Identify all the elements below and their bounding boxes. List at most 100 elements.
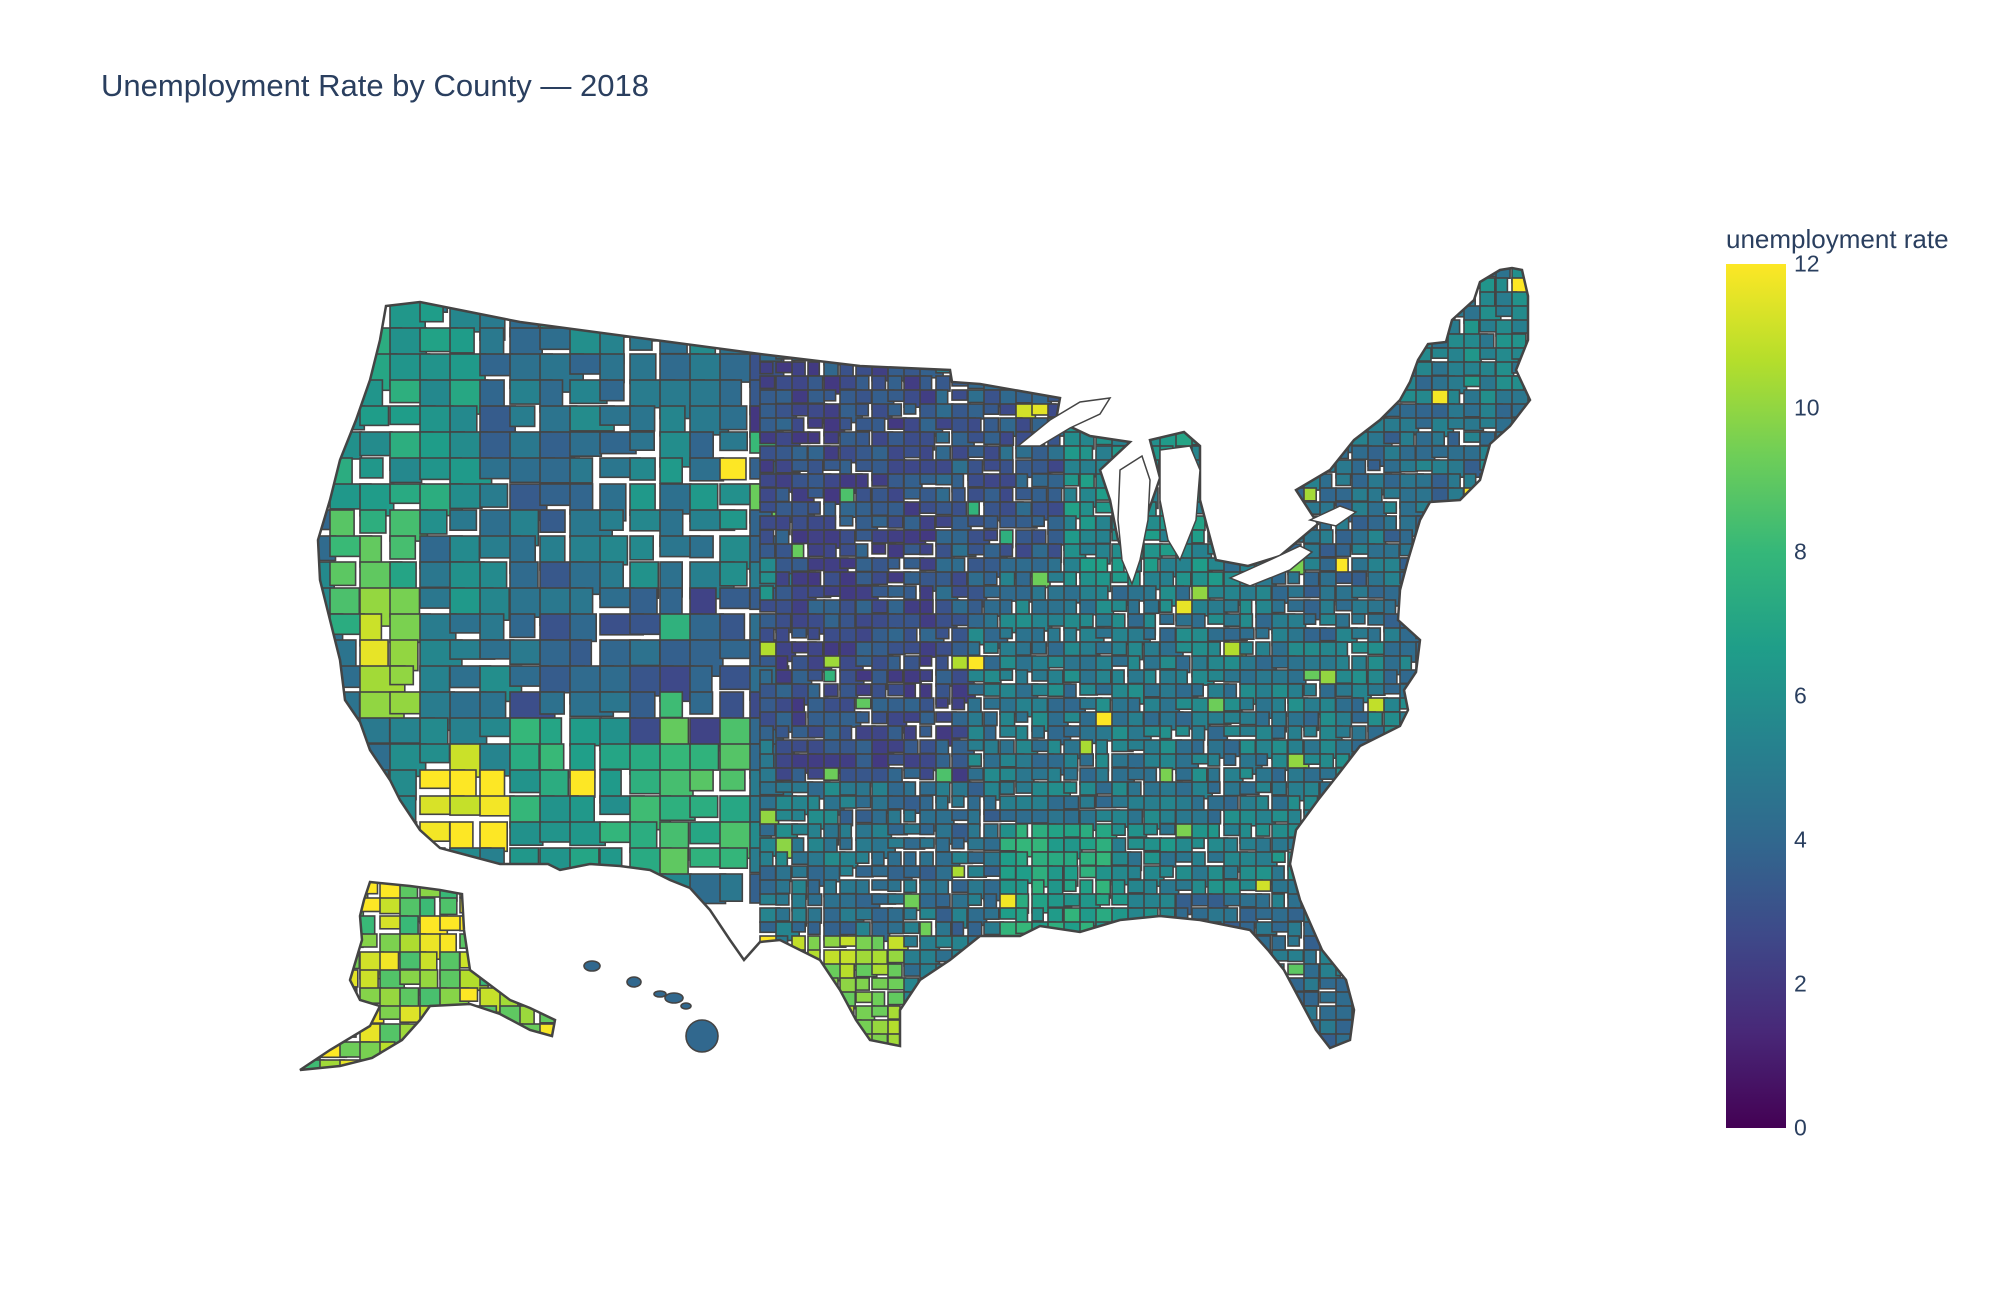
county-polygon — [1127, 977, 1147, 989]
county-polygon — [999, 347, 1015, 367]
county-polygon — [1399, 753, 1424, 769]
county-polygon — [759, 361, 774, 375]
county-polygon — [1191, 753, 1210, 765]
county-polygon — [1271, 305, 1297, 327]
county-polygon — [1335, 375, 1351, 391]
county-polygon — [389, 535, 417, 560]
county-polygon — [389, 769, 417, 801]
county-polygon — [1223, 991, 1240, 1013]
county-polygon — [759, 823, 776, 837]
county-polygon — [1015, 641, 1032, 656]
county-polygon — [1399, 333, 1414, 355]
county-polygon — [1335, 949, 1351, 965]
county-polygon — [1415, 305, 1435, 328]
county-polygon — [920, 250, 932, 260]
county-polygon — [951, 268, 969, 278]
county-polygon — [887, 445, 906, 462]
county-polygon — [839, 837, 853, 851]
county-polygon — [1336, 1076, 1354, 1087]
county-polygon — [951, 1019, 965, 1042]
county-polygon — [855, 977, 870, 991]
county-polygon — [1095, 963, 1109, 977]
county-polygon — [1015, 333, 1037, 349]
county-polygon — [1368, 1076, 1390, 1087]
county-polygon — [599, 301, 639, 338]
county-polygon — [419, 268, 447, 271]
county-polygon — [1255, 389, 1280, 410]
county-polygon — [791, 977, 816, 994]
county-polygon — [1063, 893, 1081, 907]
county-polygon — [1143, 305, 1160, 326]
county-polygon — [1047, 949, 1071, 972]
county-polygon — [1511, 487, 1530, 501]
county-polygon — [1335, 277, 1357, 297]
county-polygon — [1223, 459, 1237, 478]
county-polygon — [569, 268, 612, 280]
county-polygon — [300, 987, 322, 1008]
county-polygon — [887, 268, 905, 270]
county-polygon — [1431, 655, 1456, 673]
county-polygon — [1479, 725, 1493, 742]
county-polygon — [1319, 795, 1338, 813]
county-polygon — [1303, 361, 1317, 379]
county-polygon — [1335, 711, 1353, 728]
county-polygon — [1527, 697, 1530, 713]
county-polygon — [1015, 711, 1029, 723]
county-polygon — [1495, 935, 1511, 947]
county-polygon — [1495, 991, 1513, 1005]
county-polygon — [1463, 823, 1488, 843]
county-polygon — [479, 933, 502, 955]
county-polygon — [759, 305, 777, 325]
county-polygon — [1175, 725, 1191, 737]
county-polygon — [1127, 963, 1147, 975]
county-polygon — [1143, 268, 1164, 270]
county-polygon — [1319, 375, 1345, 394]
county-polygon — [1191, 935, 1209, 958]
county-polygon — [318, 639, 333, 677]
county-polygon — [719, 353, 756, 383]
county-polygon — [1544, 1034, 1556, 1055]
county-polygon — [791, 305, 806, 325]
county-polygon — [1255, 991, 1269, 1005]
county-polygon — [1287, 515, 1311, 531]
county-polygon — [1495, 781, 1513, 801]
county-polygon — [1319, 445, 1336, 458]
county-polygon — [1383, 753, 1403, 771]
county-polygon — [1400, 1076, 1416, 1091]
county-polygon — [1432, 1076, 1449, 1088]
county-polygon — [1207, 543, 1226, 555]
county-polygon — [999, 865, 1017, 881]
county-polygon — [1527, 711, 1530, 724]
county-polygon — [1479, 921, 1503, 943]
county-polygon — [1255, 977, 1276, 997]
county-polygon — [791, 739, 808, 753]
county-polygon — [1320, 1076, 1340, 1090]
county-polygon — [1079, 963, 1100, 977]
county-polygon — [855, 291, 872, 313]
county-polygon — [1031, 529, 1047, 545]
county-polygon — [903, 1019, 927, 1032]
county-polygon — [1223, 599, 1240, 613]
county-polygon — [1303, 445, 1320, 460]
county-polygon — [1192, 250, 1209, 265]
county-polygon — [1271, 459, 1288, 481]
county-polygon — [1047, 991, 1069, 1013]
county-polygon — [479, 639, 515, 660]
county-polygon — [839, 277, 856, 290]
county-polygon — [1160, 1062, 1175, 1080]
county-polygon — [1511, 949, 1530, 961]
county-polygon — [935, 277, 952, 291]
county-polygon — [1479, 487, 1499, 507]
county-polygon — [1495, 669, 1520, 682]
county-polygon — [319, 882, 339, 905]
county-polygon — [1191, 375, 1211, 398]
county-polygon — [318, 405, 334, 431]
county-polygon — [1255, 1019, 1278, 1042]
county-polygon — [1383, 907, 1397, 923]
county-polygon — [1383, 389, 1397, 404]
county-polygon — [983, 305, 1006, 324]
county-polygon — [775, 879, 791, 895]
county-polygon — [951, 361, 974, 383]
county-polygon — [855, 683, 872, 697]
county-polygon — [871, 268, 886, 284]
